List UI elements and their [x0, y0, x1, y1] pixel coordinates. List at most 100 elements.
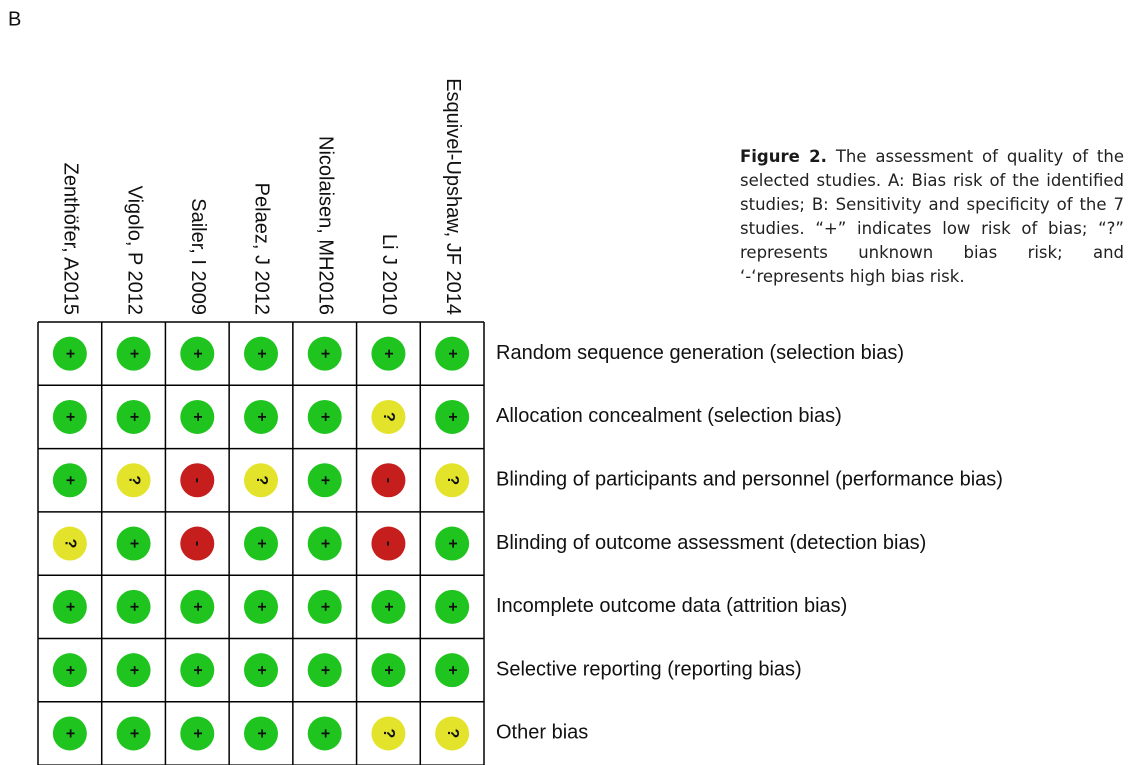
risk-symbol: + — [125, 729, 142, 738]
study-label: Esquivel-Upshaw, JF 2014 — [442, 78, 464, 315]
risk-circle — [371, 716, 406, 751]
study-label: Nicolaisen, MH2016 — [314, 136, 336, 315]
risk-symbol: + — [125, 412, 142, 421]
risk-circle — [371, 336, 406, 371]
risk-symbol: + — [189, 729, 206, 738]
risk-circle — [52, 526, 87, 561]
risk-symbol: + — [316, 349, 333, 358]
study-label: Sailer, I 2009 — [187, 198, 209, 315]
risk-symbol: - — [380, 541, 397, 546]
study-label: Zenthöfer, A2015 — [60, 163, 82, 315]
risk-symbol: + — [316, 539, 333, 548]
risk-circle — [307, 526, 342, 561]
risk-circle — [52, 336, 87, 371]
risk-symbol: + — [444, 602, 461, 611]
risk-circle — [244, 653, 278, 688]
risk-circle — [180, 653, 215, 688]
risk-symbol: + — [316, 412, 333, 421]
risk-symbol: + — [444, 539, 461, 548]
risk-circle — [435, 716, 470, 751]
risk-circle — [116, 653, 151, 688]
study-label: Vigolo, P 2012 — [123, 186, 145, 315]
risk-symbol: + — [316, 665, 333, 674]
risk-circle — [180, 589, 215, 624]
risk-circle — [52, 399, 87, 434]
risk-symbol: + — [62, 729, 79, 738]
risk-symbol: + — [125, 602, 142, 611]
risk-symbol: + — [125, 665, 142, 674]
risk-circle — [180, 716, 215, 751]
risk-symbol: - — [189, 478, 206, 483]
risk-circle — [307, 463, 342, 498]
risk-symbol: ? — [380, 412, 397, 422]
risk-circle — [307, 336, 342, 371]
study-label: Li J 2010 — [378, 234, 400, 315]
risk-symbol: + — [62, 349, 79, 358]
risk-symbol: + — [380, 665, 397, 674]
risk-symbol: + — [62, 476, 79, 485]
risk-circle — [52, 463, 87, 498]
risk-symbol: + — [62, 602, 79, 611]
risk-symbol: + — [380, 602, 397, 611]
risk-circle — [52, 589, 87, 624]
risk-circle — [371, 589, 406, 624]
risk-symbol: + — [253, 412, 270, 421]
caption: Figure 2. The assessment of quality of t… — [740, 145, 1124, 289]
risk-symbol: + — [253, 349, 270, 358]
risk-symbol: - — [380, 478, 397, 483]
risk-circle — [244, 463, 278, 498]
risk-symbol: + — [444, 412, 461, 421]
risk-circle — [52, 716, 87, 751]
domain-label: Random sequence generation (selection bi… — [496, 342, 904, 364]
risk-symbol: + — [444, 665, 461, 674]
risk-circle — [244, 399, 278, 434]
risk-symbol: + — [253, 539, 270, 548]
domain-label: Allocation concealment (selection bias) — [496, 405, 842, 427]
risk-circle — [435, 399, 470, 434]
risk-circle — [371, 653, 406, 688]
risk-circle — [435, 653, 470, 688]
risk-circle — [371, 463, 406, 498]
risk-symbol: + — [189, 412, 206, 421]
risk-circle — [435, 526, 470, 561]
risk-circle — [435, 336, 470, 371]
risk-circle — [371, 399, 406, 434]
domain-label: Blinding of participants and personnel (… — [496, 469, 1003, 491]
risk-circle — [371, 526, 406, 561]
risk-symbol: + — [189, 665, 206, 674]
risk-circle — [116, 336, 151, 371]
risk-symbol: + — [380, 349, 397, 358]
risk-symbol: + — [189, 602, 206, 611]
risk-circle — [52, 653, 87, 688]
caption-text: The assessment of quality of the selecte… — [740, 147, 1124, 286]
risk-circle — [307, 653, 342, 688]
risk-symbol: + — [253, 665, 270, 674]
risk-symbol: + — [316, 476, 333, 485]
risk-circle — [307, 399, 342, 434]
risk-circle — [435, 463, 470, 498]
risk-symbol: + — [125, 539, 142, 548]
caption-label: Figure 2. — [740, 147, 827, 166]
risk-circle — [116, 716, 151, 751]
study-label: Pelaez, J 2012 — [251, 183, 273, 315]
risk-symbol: + — [189, 349, 206, 358]
risk-symbol: ? — [444, 729, 461, 739]
risk-circle — [307, 589, 342, 624]
risk-symbol: + — [62, 412, 79, 421]
risk-symbol: + — [316, 602, 333, 611]
risk-circle — [116, 526, 151, 561]
risk-circle — [116, 463, 151, 498]
domain-label: Blinding of outcome assessment (detectio… — [496, 532, 926, 554]
domain-label: Selective reporting (reporting bias) — [496, 658, 802, 680]
risk-symbol: ? — [125, 475, 142, 485]
risk-circle — [244, 526, 278, 561]
domain-label: Incomplete outcome data (attrition bias) — [496, 595, 847, 617]
risk-symbol: + — [253, 729, 270, 738]
panel-label: B — [8, 8, 21, 30]
risk-circle — [244, 716, 278, 751]
risk-circle — [180, 336, 215, 371]
risk-circle — [435, 589, 470, 624]
risk-circle — [180, 463, 215, 498]
